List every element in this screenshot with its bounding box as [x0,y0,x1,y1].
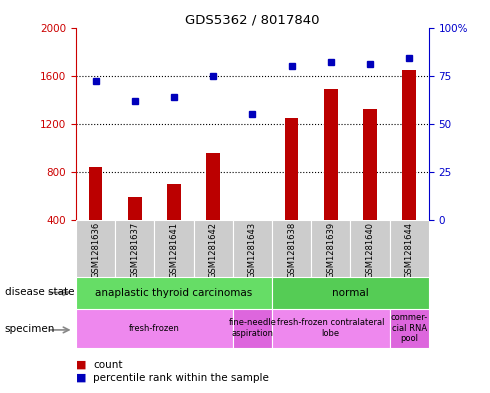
Text: count: count [93,360,122,370]
Bar [272,277,429,309]
Bar [115,220,154,277]
Text: GSM1281644: GSM1281644 [405,222,414,278]
Bar [324,89,338,220]
Bar [233,220,272,277]
Bar [363,109,377,220]
Bar [233,309,272,348]
Bar [390,309,429,348]
Text: GSM1281642: GSM1281642 [209,222,218,278]
Bar [206,153,220,220]
Title: GDS5362 / 8017840: GDS5362 / 8017840 [185,13,319,26]
Text: ■: ■ [76,373,90,383]
Text: percentile rank within the sample: percentile rank within the sample [93,373,269,383]
Bar [350,220,390,277]
Text: GSM1281643: GSM1281643 [248,222,257,278]
Bar [285,118,298,220]
Text: GSM1281636: GSM1281636 [91,222,100,278]
Bar [194,220,233,277]
Text: ■: ■ [76,360,90,370]
Text: GSM1281640: GSM1281640 [366,222,374,278]
Bar [167,184,181,220]
Bar [272,309,390,348]
Bar [89,167,102,220]
Text: GSM1281639: GSM1281639 [326,222,335,278]
Text: fine-needle
aspiration: fine-needle aspiration [228,318,276,338]
Text: GSM1281638: GSM1281638 [287,222,296,278]
Bar [128,197,142,220]
Text: GSM1281637: GSM1281637 [130,222,139,278]
Text: anaplastic thyroid carcinomas: anaplastic thyroid carcinomas [96,288,252,298]
Bar [245,220,259,225]
Bar [76,309,233,348]
Text: commer-
cial RNA
pool: commer- cial RNA pool [391,313,428,343]
Text: fresh-frozen contralateral
lobe: fresh-frozen contralateral lobe [277,318,385,338]
Text: GSM1281641: GSM1281641 [170,222,178,278]
Bar [311,220,350,277]
Text: disease state: disease state [5,287,74,297]
Text: specimen: specimen [5,324,55,334]
Bar [76,220,115,277]
Bar [272,220,311,277]
Bar [390,220,429,277]
Text: normal: normal [332,288,368,298]
Text: fresh-frozen: fresh-frozen [129,324,180,332]
Bar [154,220,194,277]
Bar [76,277,272,309]
Bar [402,70,416,220]
